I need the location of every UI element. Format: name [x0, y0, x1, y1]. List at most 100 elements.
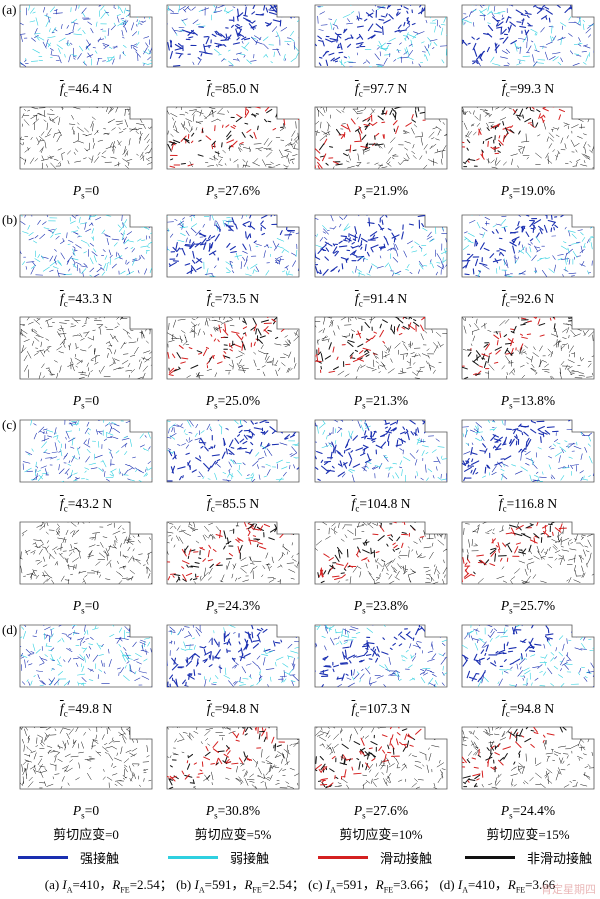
mean-contact-force-label: fc=46.4 N — [16, 81, 156, 99]
contact-network — [315, 522, 447, 584]
ps-symbol: P — [72, 803, 82, 818]
shear-strain-label: 剪切应变=15% — [486, 827, 570, 842]
contact-network — [20, 317, 152, 379]
ps-symbol: P — [500, 393, 510, 408]
panel-outline — [19, 521, 153, 585]
force-symbol: f — [351, 496, 356, 511]
rfe-subscript: FE — [120, 885, 130, 895]
ps-symbol: P — [72, 598, 82, 613]
panel-outline — [166, 419, 300, 483]
group-label: (c) — [2, 417, 17, 432]
panel-outline — [19, 214, 153, 278]
force-value: 43.2 N — [75, 496, 113, 511]
ps-subscript: s — [214, 605, 218, 616]
separator: ， — [494, 877, 508, 892]
separator: ， — [99, 877, 113, 892]
equals-sign: = — [217, 393, 226, 408]
contact-panel-slip — [166, 521, 300, 585]
watermark: 肯定星期四 — [541, 883, 596, 896]
sliding-percentage-label: Ps=21.9% — [311, 183, 451, 201]
rfe-value: =3.66 — [525, 877, 556, 892]
ps-value: 30.8% — [225, 803, 261, 818]
equals-sign: = — [214, 496, 223, 511]
force-symbol: f — [206, 701, 211, 716]
ps-symbol: P — [353, 598, 363, 613]
equals-sign: = — [84, 393, 93, 408]
ps-symbol: P — [500, 803, 510, 818]
force-value: 116.8 N — [514, 496, 558, 511]
ps-subscript: s — [509, 605, 513, 616]
ps-value: 0 — [92, 803, 100, 818]
force-subscript: c — [210, 708, 215, 719]
panel-outline — [19, 624, 153, 688]
contact-panel-force — [314, 419, 448, 483]
contact-panel-force — [166, 419, 300, 483]
equals-sign: = — [509, 701, 518, 716]
contact-panel-force — [461, 4, 595, 68]
panel-outline — [19, 106, 153, 170]
ps-symbol: P — [72, 183, 82, 198]
force-symbol: f — [59, 496, 64, 511]
contact-network — [20, 522, 152, 584]
force-subscript: c — [502, 503, 507, 514]
contact-panel-force — [461, 624, 595, 688]
sliding-percentage-label: Ps=19.0% — [458, 183, 598, 201]
ps-subscript: s — [214, 400, 218, 411]
force-symbol: f — [59, 701, 64, 716]
contact-network — [315, 727, 446, 789]
equals-sign: = — [217, 598, 226, 613]
contact-network — [167, 727, 299, 789]
ps-symbol: P — [205, 803, 215, 818]
panel-outline — [314, 106, 448, 170]
force-value: 104.8 N — [366, 496, 411, 511]
ps-subscript: s — [81, 400, 85, 411]
ps-symbol: P — [205, 183, 215, 198]
contact-panel-force — [166, 4, 300, 68]
ps-value: 0 — [92, 393, 100, 408]
mean-contact-force-label: fc=104.8 N — [311, 496, 451, 514]
contact-panel-slip — [461, 106, 595, 170]
panel-outline — [461, 624, 595, 688]
ia-value: =591 — [204, 877, 232, 892]
ia-symbol: I — [194, 877, 199, 892]
sliding-percentage-label: Ps=25.7% — [458, 598, 598, 616]
force-value: 91.4 N — [370, 291, 408, 306]
contact-panel-force — [166, 624, 300, 688]
ps-symbol: P — [353, 183, 363, 198]
legend-label: 弱接触 — [230, 852, 270, 867]
panel-outline — [461, 521, 595, 585]
equals-sign: = — [359, 701, 367, 716]
force-subscript: c — [358, 88, 363, 99]
force-subscript: c — [63, 708, 68, 719]
contact-panel-force — [461, 214, 595, 278]
rfe-symbol: R — [375, 877, 384, 892]
contact-panel-slip — [19, 316, 153, 380]
equals-sign: = — [214, 81, 223, 96]
separator: ； — [159, 877, 177, 892]
contact-panel-force — [19, 624, 153, 688]
contact-panel-force — [461, 419, 595, 483]
panel-outline — [314, 624, 448, 688]
ia-subscript: A — [198, 885, 205, 895]
force-subscript: c — [63, 298, 68, 309]
sliding-percentage-label: Ps=27.6% — [311, 803, 451, 821]
equals-sign: = — [512, 393, 521, 408]
equals-sign: = — [365, 183, 374, 198]
rfe-value: =2.54 — [261, 877, 292, 892]
ps-symbol: P — [500, 598, 510, 613]
legend-swatch — [465, 856, 515, 859]
contact-network — [167, 522, 299, 584]
force-subscript: c — [358, 298, 363, 309]
equals-sign: = — [512, 183, 521, 198]
panel-outline — [166, 521, 300, 585]
force-symbol: f — [351, 701, 356, 716]
ps-value: 25.7% — [520, 598, 556, 613]
mean-contact-force-label: fc=49.8 N — [16, 701, 156, 719]
ps-value: 0 — [92, 183, 100, 198]
panel-outline — [314, 521, 448, 585]
panel-outline — [19, 419, 153, 483]
contact-network — [167, 215, 299, 277]
equals-sign: = — [67, 291, 76, 306]
contact-network — [315, 107, 447, 169]
force-symbol: f — [354, 291, 359, 306]
